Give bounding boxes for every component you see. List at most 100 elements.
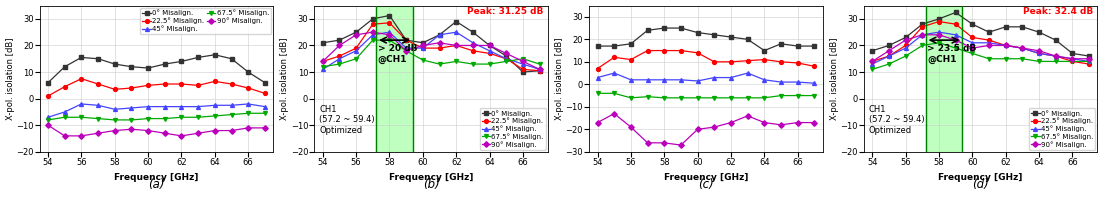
45° Misalign.: [333, 58, 346, 60]
67.5° Misalign.: [432, 63, 446, 65]
45° Misalign.: [92, 104, 105, 106]
22.5° Misalign.: [258, 92, 271, 94]
45° Misalign.: [641, 79, 654, 81]
Legend: 0° Misalign., 22.5° Misalign., 45° Misalign., 67.5° Misalign., 90° Misalign.: 0° Misalign., 22.5° Misalign., 45° Misal…: [480, 108, 546, 150]
0° Misalign.: [1082, 55, 1095, 57]
0° Misalign.: [641, 29, 654, 32]
45° Misalign.: [141, 105, 154, 108]
67.5° Misalign.: [141, 117, 154, 120]
22.5° Misalign.: [758, 58, 771, 61]
90° Misalign.: [258, 127, 271, 129]
45° Misalign.: [708, 76, 721, 79]
0° Misalign.: [416, 42, 429, 44]
67.5° Misalign.: [58, 116, 72, 118]
45° Misalign.: [591, 76, 604, 79]
0° Misalign.: [366, 18, 379, 20]
22.5° Misalign.: [1049, 55, 1062, 57]
67.5° Misalign.: [192, 116, 205, 118]
Line: 67.5° Misalign.: 67.5° Misalign.: [321, 38, 542, 69]
45° Misalign.: [608, 72, 621, 74]
0° Misalign.: [467, 31, 480, 33]
22.5° Misalign.: [141, 84, 154, 87]
Line: 22.5° Misalign.: 22.5° Misalign.: [870, 20, 1091, 66]
22.5° Misalign.: [641, 49, 654, 52]
45° Misalign.: [882, 55, 896, 57]
Y-axis label: X-pol. isolation [dB]: X-pol. isolation [dB]: [829, 37, 838, 120]
67.5° Misalign.: [500, 60, 513, 63]
22.5° Misalign.: [657, 49, 671, 52]
45° Misalign.: [657, 79, 671, 81]
90° Misalign.: [741, 115, 754, 117]
90° Misalign.: [657, 142, 671, 144]
22.5° Misalign.: [791, 62, 804, 64]
45° Misalign.: [242, 103, 255, 105]
90° Misalign.: [774, 123, 788, 126]
90° Misalign.: [725, 121, 738, 124]
67.5° Misalign.: [791, 94, 804, 97]
Line: 90° Misalign.: 90° Misalign.: [870, 33, 1091, 63]
90° Misalign.: [1082, 58, 1095, 60]
X-axis label: Frequency [GHz]: Frequency [GHz]: [939, 173, 1022, 182]
Line: 45° Misalign.: 45° Misalign.: [596, 71, 816, 85]
45° Misalign.: [690, 80, 704, 82]
22.5° Misalign.: [882, 55, 896, 57]
0° Misalign.: [966, 23, 979, 25]
67.5° Misalign.: [807, 94, 821, 97]
0° Misalign.: [1065, 52, 1079, 55]
22.5° Misalign.: [1032, 52, 1046, 55]
Line: 90° Misalign.: 90° Misalign.: [321, 30, 542, 71]
90° Misalign.: [624, 126, 638, 128]
45° Misalign.: [1082, 60, 1095, 63]
Line: 90° Misalign.: 90° Misalign.: [46, 123, 267, 138]
90° Misalign.: [608, 112, 621, 115]
90° Misalign.: [758, 121, 771, 124]
67.5° Misalign.: [725, 97, 738, 99]
Line: 45° Misalign.: 45° Misalign.: [321, 30, 542, 71]
45° Misalign.: [1049, 55, 1062, 57]
22.5° Misalign.: [915, 26, 929, 28]
67.5° Misalign.: [416, 59, 429, 61]
45° Misalign.: [258, 105, 271, 108]
22.5° Misalign.: [383, 22, 396, 24]
67.5° Misalign.: [225, 113, 238, 116]
45° Misalign.: [915, 34, 929, 36]
45° Misalign.: [450, 31, 463, 33]
90° Misalign.: [516, 60, 529, 63]
Text: Peak: 32.4 dB: Peak: 32.4 dB: [1022, 7, 1093, 16]
90° Misalign.: [42, 124, 55, 126]
22.5° Misalign.: [516, 68, 529, 71]
90° Misalign.: [708, 126, 721, 128]
0° Misalign.: [192, 56, 205, 59]
Text: Peak: 31.25 dB: Peak: 31.25 dB: [467, 7, 544, 16]
67.5° Misalign.: [366, 39, 379, 41]
Bar: [925, 5, 962, 152]
Line: 45° Misalign.: 45° Misalign.: [46, 102, 267, 119]
Line: 0° Misalign.: 0° Misalign.: [870, 10, 1091, 58]
22.5° Misalign.: [533, 70, 546, 72]
0° Misalign.: [591, 45, 604, 47]
0° Misalign.: [657, 27, 671, 29]
0° Misalign.: [516, 71, 529, 73]
0° Misalign.: [500, 55, 513, 57]
0° Misalign.: [242, 71, 255, 73]
22.5° Misalign.: [983, 39, 996, 41]
22.5° Misalign.: [483, 52, 496, 55]
67.5° Misalign.: [333, 63, 346, 65]
67.5° Misalign.: [383, 39, 396, 41]
90° Misalign.: [807, 121, 821, 124]
67.5° Misalign.: [641, 95, 654, 98]
Y-axis label: X-pol. isolation [dB]: X-pol. isolation [dB]: [280, 37, 289, 120]
45° Misalign.: [432, 34, 446, 36]
67.5° Misalign.: [158, 117, 171, 120]
45° Misalign.: [949, 34, 962, 36]
22.5° Misalign.: [225, 83, 238, 85]
45° Misalign.: [158, 105, 171, 108]
67.5° Misalign.: [108, 119, 121, 121]
0° Misalign.: [915, 23, 929, 25]
90° Misalign.: [483, 44, 496, 47]
67.5° Misalign.: [242, 112, 255, 114]
22.5° Misalign.: [416, 47, 429, 49]
22.5° Misalign.: [608, 56, 621, 59]
Line: 45° Misalign.: 45° Misalign.: [870, 30, 1091, 66]
45° Misalign.: [383, 31, 396, 33]
